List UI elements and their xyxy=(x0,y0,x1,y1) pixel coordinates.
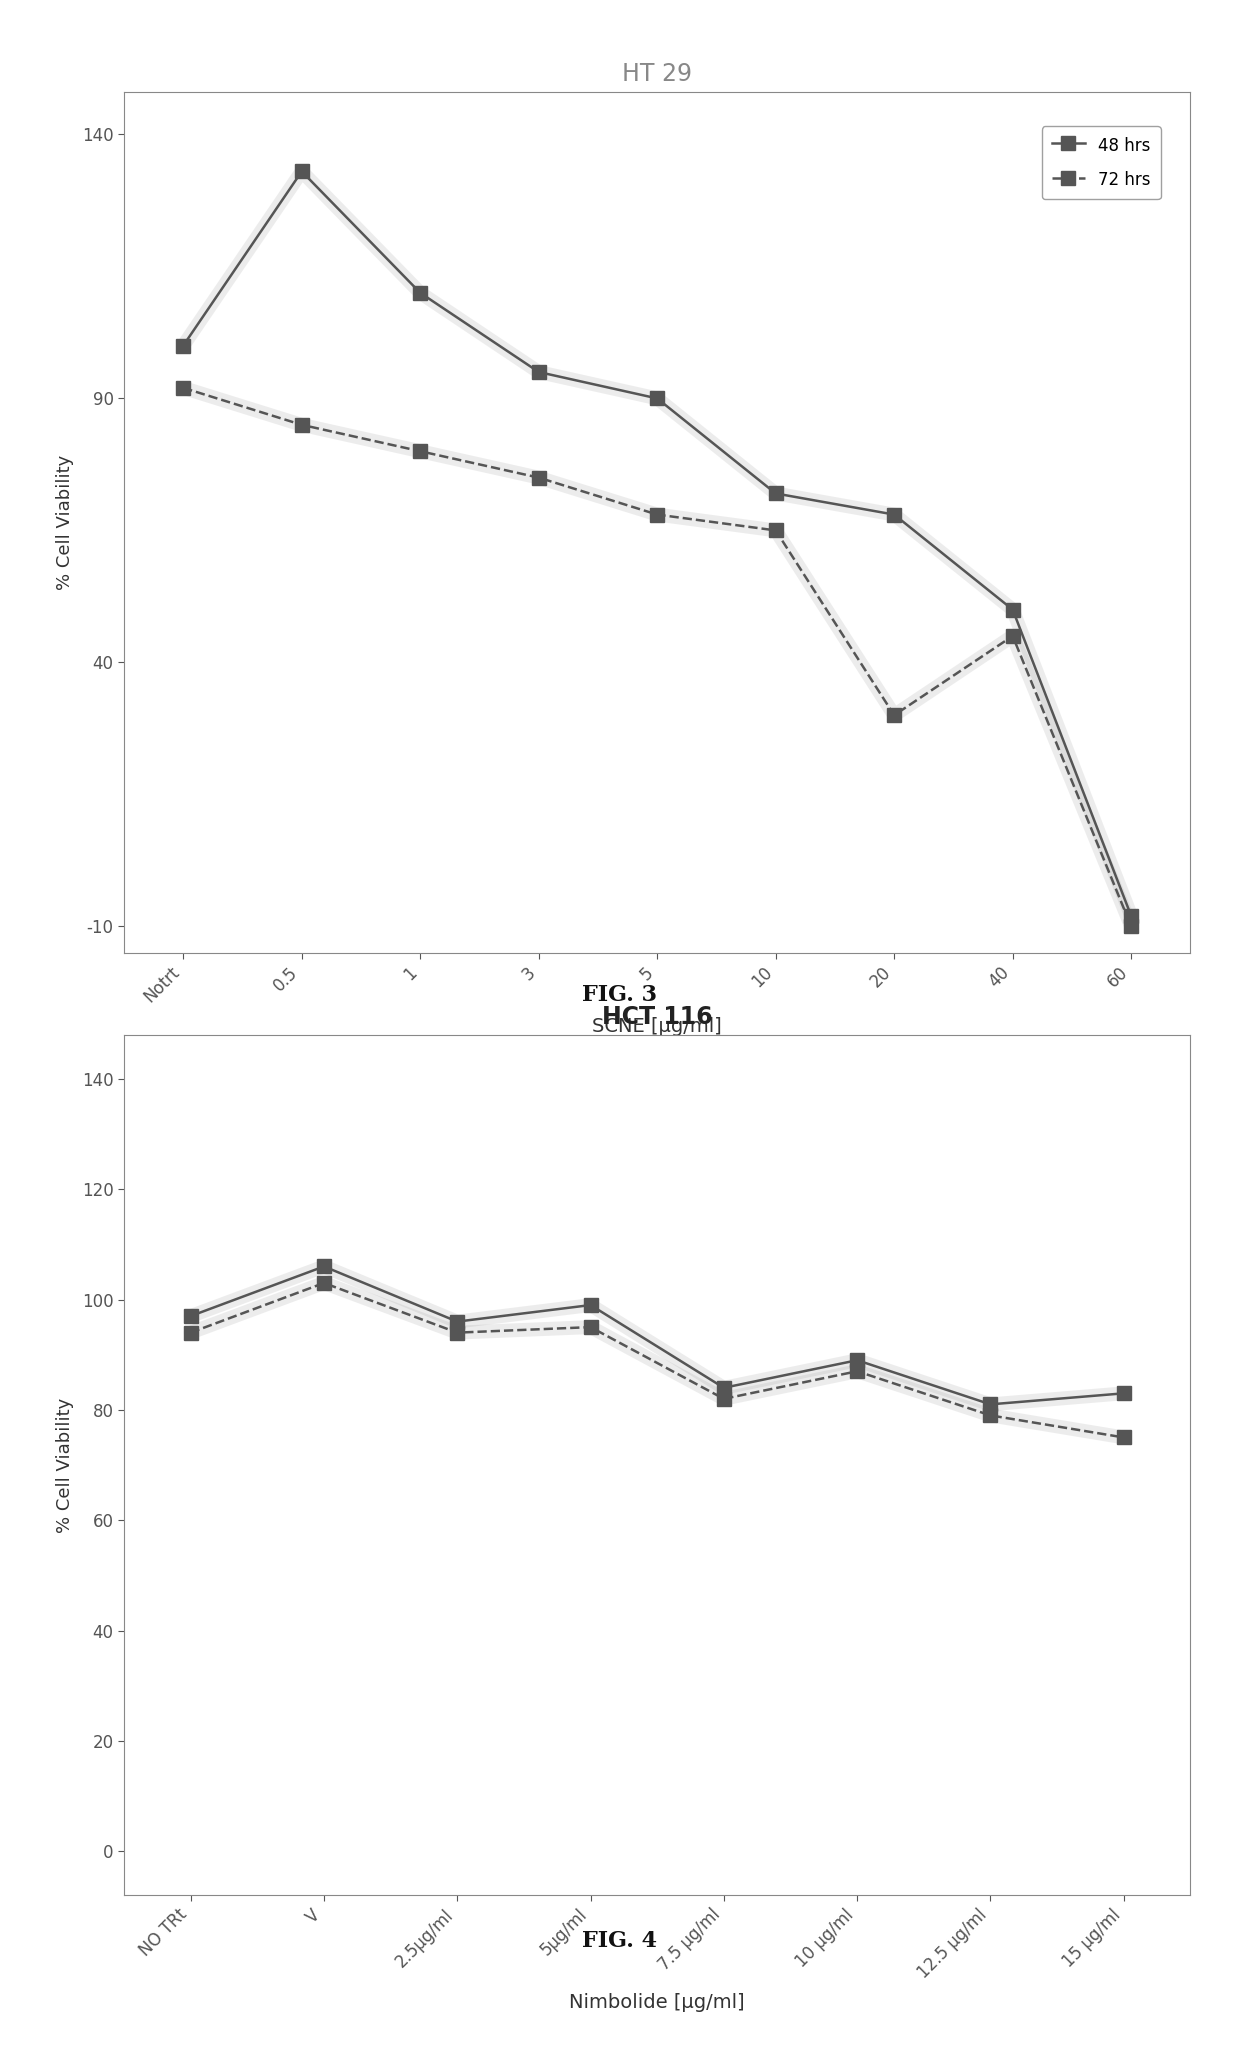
72 hrs xyxy=(1123,914,1138,938)
72 hrs xyxy=(176,375,191,400)
48 hrs xyxy=(1123,904,1138,928)
72 hrs xyxy=(1006,623,1021,647)
Line: 48 hrs: 48 hrs xyxy=(176,164,1138,922)
48 hrs xyxy=(887,502,901,527)
72 hrs xyxy=(294,412,309,436)
48 hrs xyxy=(413,281,428,305)
Y-axis label: % Cell Viability: % Cell Viability xyxy=(56,1397,73,1533)
72 hrs xyxy=(769,518,784,543)
72 hrs xyxy=(413,438,428,463)
72 hrs xyxy=(650,502,665,527)
Line: 72 hrs: 72 hrs xyxy=(176,381,1138,934)
Legend: 48 hrs, 72 hrs: 48 hrs, 72 hrs xyxy=(1042,127,1161,199)
Title: HCT 116: HCT 116 xyxy=(601,1004,713,1029)
48 hrs xyxy=(1006,598,1021,623)
48 hrs xyxy=(531,361,546,385)
Text: FIG. 3: FIG. 3 xyxy=(583,984,657,1006)
72 hrs xyxy=(531,465,546,490)
Y-axis label: % Cell Viability: % Cell Viability xyxy=(56,455,73,590)
Text: FIG. 4: FIG. 4 xyxy=(583,1930,657,1953)
X-axis label: SCNE [μg/ml]: SCNE [μg/ml] xyxy=(593,1016,722,1037)
48 hrs xyxy=(769,482,784,506)
Title: HT 29: HT 29 xyxy=(622,61,692,86)
72 hrs xyxy=(887,703,901,727)
X-axis label: Nimbolide [μg/ml]: Nimbolide [μg/ml] xyxy=(569,1994,745,2012)
48 hrs xyxy=(650,385,665,410)
48 hrs xyxy=(176,334,191,359)
48 hrs xyxy=(294,160,309,184)
